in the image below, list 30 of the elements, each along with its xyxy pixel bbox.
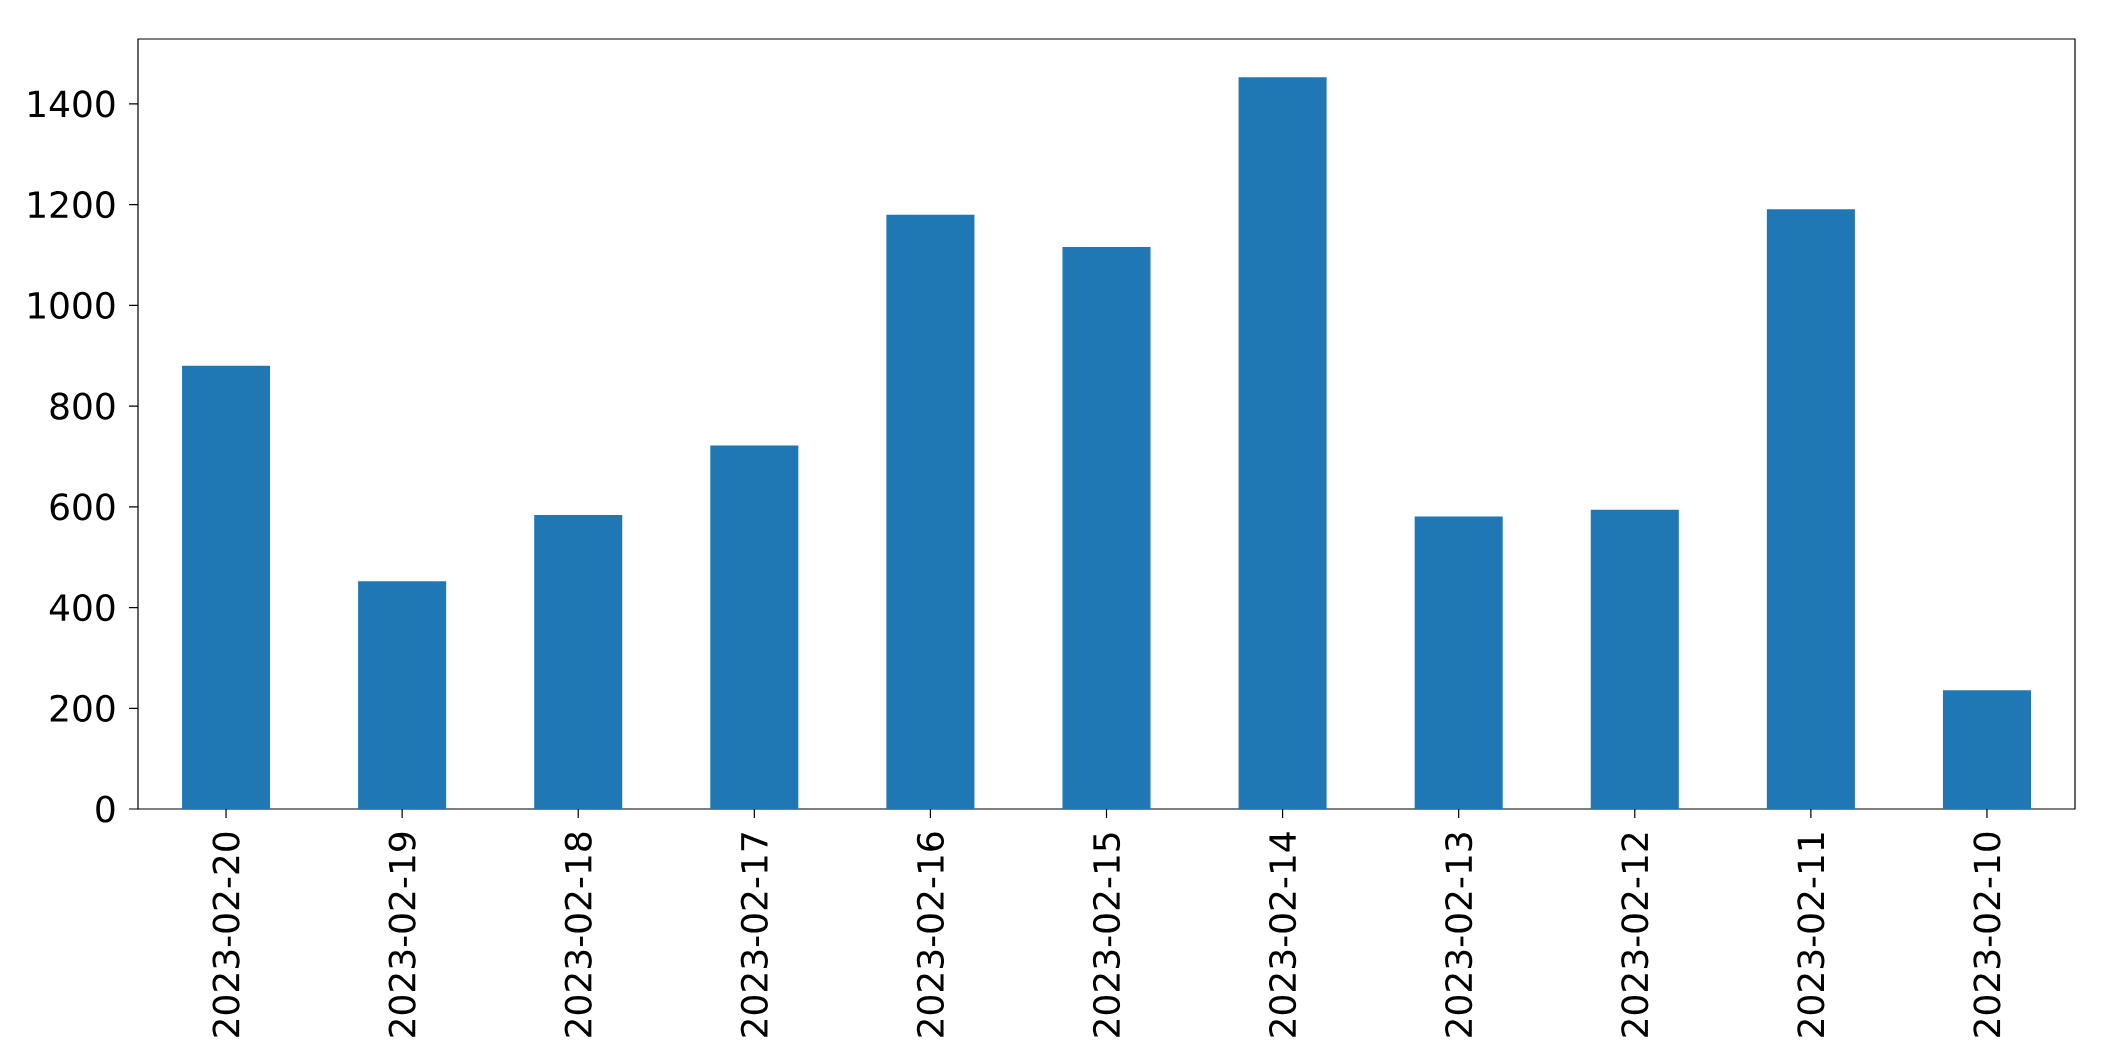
y-tick-label: 400 [49,593,115,622]
y-tick-label: 1400 [29,90,115,118]
y-tick-label: 600 [50,493,115,521]
y-tick-label: 0 [96,795,115,823]
y-tick-label: 200 [50,694,115,722]
bar [358,581,447,809]
x-tick-label: 2023-02-15 [1092,833,1121,1037]
y-tick-label: 1200 [29,191,115,219]
x-tick-label: 2023-02-17 [740,833,768,1037]
bar [534,514,623,809]
bar [1590,509,1679,809]
bar [1238,77,1327,809]
y-tick-label: 1000 [29,291,115,320]
x-tick-label: 2023-02-14 [1268,832,1297,1037]
x-tick-label: 2023-02-16 [916,832,945,1037]
x-tick-label: 2023-02-19 [388,832,416,1037]
x-tick-label: 2023-02-11 [1797,833,1825,1037]
x-tick-label: 2023-02-18 [564,832,592,1037]
x-tick-label: 2023-02-12 [1621,833,1649,1037]
bar [1766,209,1855,809]
y-tick-label: 800 [50,392,115,420]
x-tick-label: 2023-02-10 [1973,832,2001,1037]
bar [1414,516,1503,809]
bar [886,214,975,809]
bar [1942,690,2031,809]
x-tick-label: 2023-02-20 [212,832,240,1037]
bar [1062,246,1151,809]
bar [182,365,271,809]
bar [710,445,799,809]
x-tick-label: 2023-02-13 [1445,833,1473,1037]
